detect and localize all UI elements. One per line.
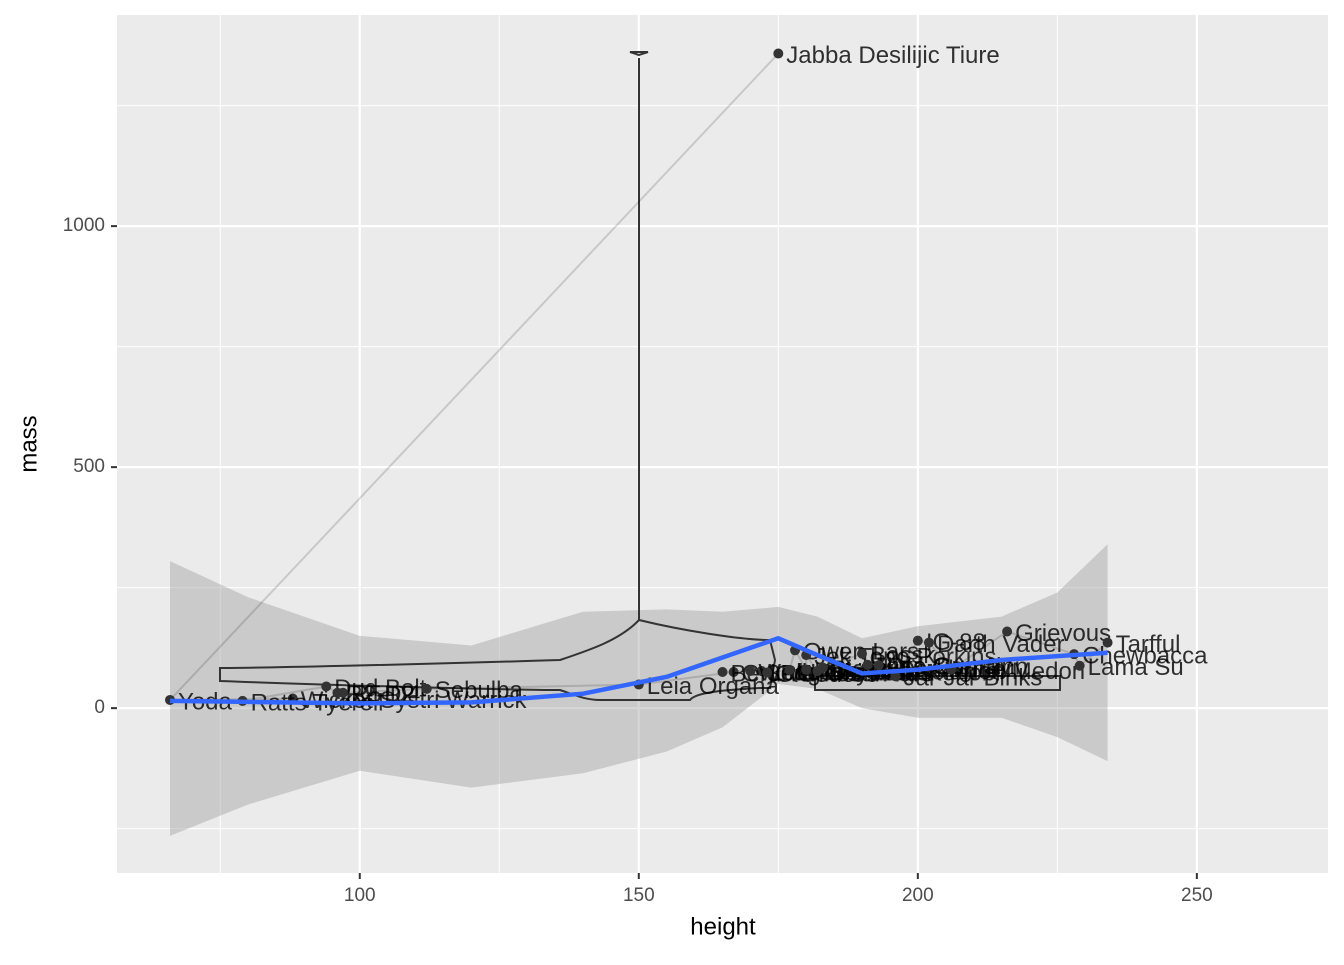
point-label: Chewbacca (1082, 643, 1208, 670)
point (728, 666, 739, 677)
point (762, 667, 773, 678)
point (862, 659, 873, 670)
box (814, 675, 1061, 691)
point-label: Jabba Desilijic Tiure (786, 42, 999, 69)
point (890, 671, 901, 682)
point (1074, 660, 1085, 671)
x-tick-label: 150 (623, 885, 655, 906)
point (784, 665, 795, 676)
x-tick-label: 100 (344, 885, 376, 906)
point-label: IG-88 (926, 629, 986, 656)
point (912, 635, 923, 646)
x-tick-label: 200 (902, 885, 934, 906)
point-label: Grievous (1015, 620, 1111, 647)
violin (219, 51, 777, 701)
point (923, 637, 934, 648)
x-tick-label: 250 (1181, 885, 1213, 906)
point-label: Tarfful (1116, 631, 1181, 658)
point (421, 683, 432, 694)
point-label: Luke Skywalker (770, 659, 938, 686)
point-label: Lama Su (1088, 654, 1184, 681)
panel (117, 15, 1328, 873)
point (745, 666, 756, 677)
x-axis-title: height (690, 913, 756, 940)
point (857, 648, 868, 659)
point (338, 687, 349, 698)
point (873, 660, 884, 671)
y-axis-title: mass (15, 415, 42, 472)
point (717, 666, 728, 677)
point (817, 662, 828, 673)
point (1002, 626, 1013, 637)
point-label: Darth Vader (937, 631, 1065, 658)
ribbon-layer (170, 544, 1108, 836)
y-tick-label: 500 (73, 456, 105, 477)
y-tick-label: 1000 (63, 215, 105, 236)
smooth-line (169, 636, 1108, 706)
point (801, 664, 812, 675)
point (1102, 637, 1113, 648)
point-label: Dud Bolt (334, 675, 426, 702)
y-tick-label: 0 (94, 697, 105, 718)
point (773, 48, 784, 59)
point (321, 681, 332, 692)
confidence-ribbon (170, 544, 1108, 836)
